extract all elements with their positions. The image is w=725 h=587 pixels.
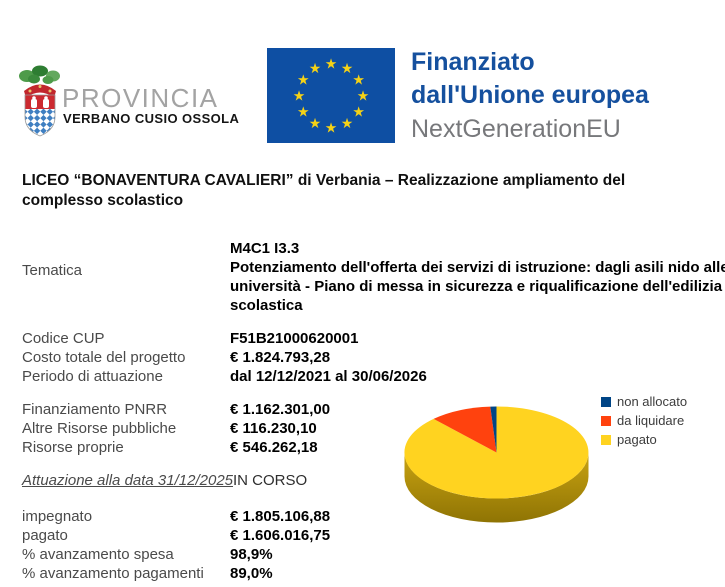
field-label: Risorse proprie: [22, 439, 124, 456]
progress-group: impegnato € 1.805.106,88 pagato € 1.606.…: [22, 507, 330, 583]
legend-item: non allocato: [601, 395, 687, 409]
page-title-line2: complesso scolastico: [22, 192, 184, 209]
field-row: % avanzamento spesa 98,9%: [22, 545, 330, 564]
legend-label: da liquidare: [617, 413, 685, 428]
field-value: € 1.162.301,00: [230, 401, 331, 418]
field-row: pagato € 1.606.016,75: [22, 526, 330, 545]
eu-funded-line1: Finanziato: [411, 48, 535, 76]
tematica-value: M4C1 I3.3 Potenziamento dell'offerta dei…: [230, 239, 725, 315]
project-info-group: Codice CUP F51B21000620001 Costo totale …: [22, 329, 427, 386]
payment-status-pie-chart: [404, 406, 589, 523]
field-value: € 116.230,10: [230, 420, 317, 437]
field-label: Costo totale del progetto: [22, 349, 186, 366]
legend-label: non allocato: [617, 394, 688, 409]
legend-item: da liquidare: [601, 414, 687, 428]
star-icon: ★: [357, 89, 370, 105]
eu-funding-text: Finanziato dall'Unione europea NextGener…: [411, 46, 649, 146]
field-value: dal 12/12/2021 al 30/06/2026: [230, 368, 427, 385]
provincia-logo-title: PROVINCIA: [62, 83, 219, 113]
chart-legend: non allocato da liquidare pagato: [601, 395, 687, 452]
field-label: Codice CUP: [22, 330, 105, 347]
tematica-description-line: università - Piano di messa in sicurezza…: [230, 278, 723, 295]
star-icon: ★: [341, 61, 354, 77]
field-value: F51B21000620001: [230, 330, 359, 347]
provincia-crest-icon: [19, 65, 60, 137]
pie-slice-pagato: [404, 406, 589, 499]
status-value: IN CORSO: [233, 472, 308, 489]
star-icon: ★: [297, 73, 310, 89]
field-row: Costo totale del progetto € 1.824.793,28: [22, 348, 427, 367]
field-label: Finanziamento PNRR: [22, 401, 168, 418]
funding-group: Finanziamento PNRR € 1.162.301,00 Altre …: [22, 400, 330, 457]
field-value: € 546.262,18: [230, 439, 318, 456]
status-label: Attuazione alla data 31/12/2025: [22, 472, 234, 489]
legend-label: pagato: [617, 432, 657, 447]
star-icon: ★: [352, 105, 365, 121]
tematica-label: Tematica: [22, 262, 83, 279]
star-icon: ★: [325, 121, 338, 137]
star-icon: ★: [341, 116, 354, 132]
legend-swatch-da-liquidare: [601, 416, 611, 426]
field-row: impegnato € 1.805.106,88: [22, 507, 330, 526]
legend-swatch-pagato: [601, 435, 611, 445]
eu-program-name: NextGenerationEU: [411, 115, 621, 143]
star-icon: ★: [309, 116, 322, 132]
field-row: Periodo di attuazione dal 12/12/2021 al …: [22, 367, 427, 386]
field-label: Altre Risorse pubbliche: [22, 420, 177, 437]
eu-flag-icon: ★ ★ ★ ★ ★ ★ ★ ★ ★ ★ ★ ★: [267, 48, 395, 143]
field-value: 89,0%: [230, 565, 273, 582]
pie-side-skirt: [404, 452, 589, 523]
star-icon: ★: [325, 57, 338, 73]
field-row: Altre Risorse pubbliche € 116.230,10: [22, 419, 330, 438]
star-icon: ★: [352, 73, 365, 89]
page-title-line1: LICEO “BONAVENTURA CAVALIERI” di Verbani…: [22, 172, 626, 189]
field-label: % avanzamento spesa: [22, 546, 174, 563]
field-value: € 1.824.793,28: [230, 349, 331, 366]
field-row: % avanzamento pagamenti 89,0%: [22, 564, 330, 583]
status-row: Attuazione alla data 31/12/2025 IN CORSO: [22, 471, 307, 490]
field-row: Risorse proprie € 546.262,18: [22, 438, 330, 457]
crest-crown: [24, 84, 56, 98]
star-icon: ★: [297, 105, 310, 121]
field-value: 98,9%: [230, 546, 273, 563]
tematica-description-line: Potenziamento dell'offerta dei servizi d…: [230, 259, 725, 276]
star-icon: ★: [309, 61, 322, 77]
crest-shield: [24, 94, 56, 137]
field-row: Codice CUP F51B21000620001: [22, 329, 427, 348]
page-title: LICEO “BONAVENTURA CAVALIERI” di Verbani…: [22, 171, 712, 211]
field-label: impegnato: [22, 508, 93, 525]
field-row: Finanziamento PNRR € 1.162.301,00: [22, 400, 330, 419]
legend-item: pagato: [601, 433, 687, 447]
star-icon: ★: [293, 89, 306, 105]
eu-funded-line2: dall'Unione europea: [411, 81, 649, 109]
field-value: € 1.606.016,75: [230, 527, 331, 544]
tematica-description-line: scolastica: [230, 297, 303, 314]
crest-foliage: [19, 65, 60, 84]
field-label: Periodo di attuazione: [22, 368, 163, 385]
legend-swatch-non-allocato: [601, 397, 611, 407]
provincia-logo-subtitle: VERBANO CUSIO OSSOLA: [63, 111, 240, 126]
tematica-code: M4C1 I3.3: [230, 240, 300, 257]
pie-slice-non-allocato: [490, 406, 497, 453]
pie-slice-da-liquidare: [433, 406, 497, 453]
field-label: % avanzamento pagamenti: [22, 565, 204, 582]
field-value: € 1.805.106,88: [230, 508, 331, 525]
field-label: pagato: [22, 527, 68, 544]
